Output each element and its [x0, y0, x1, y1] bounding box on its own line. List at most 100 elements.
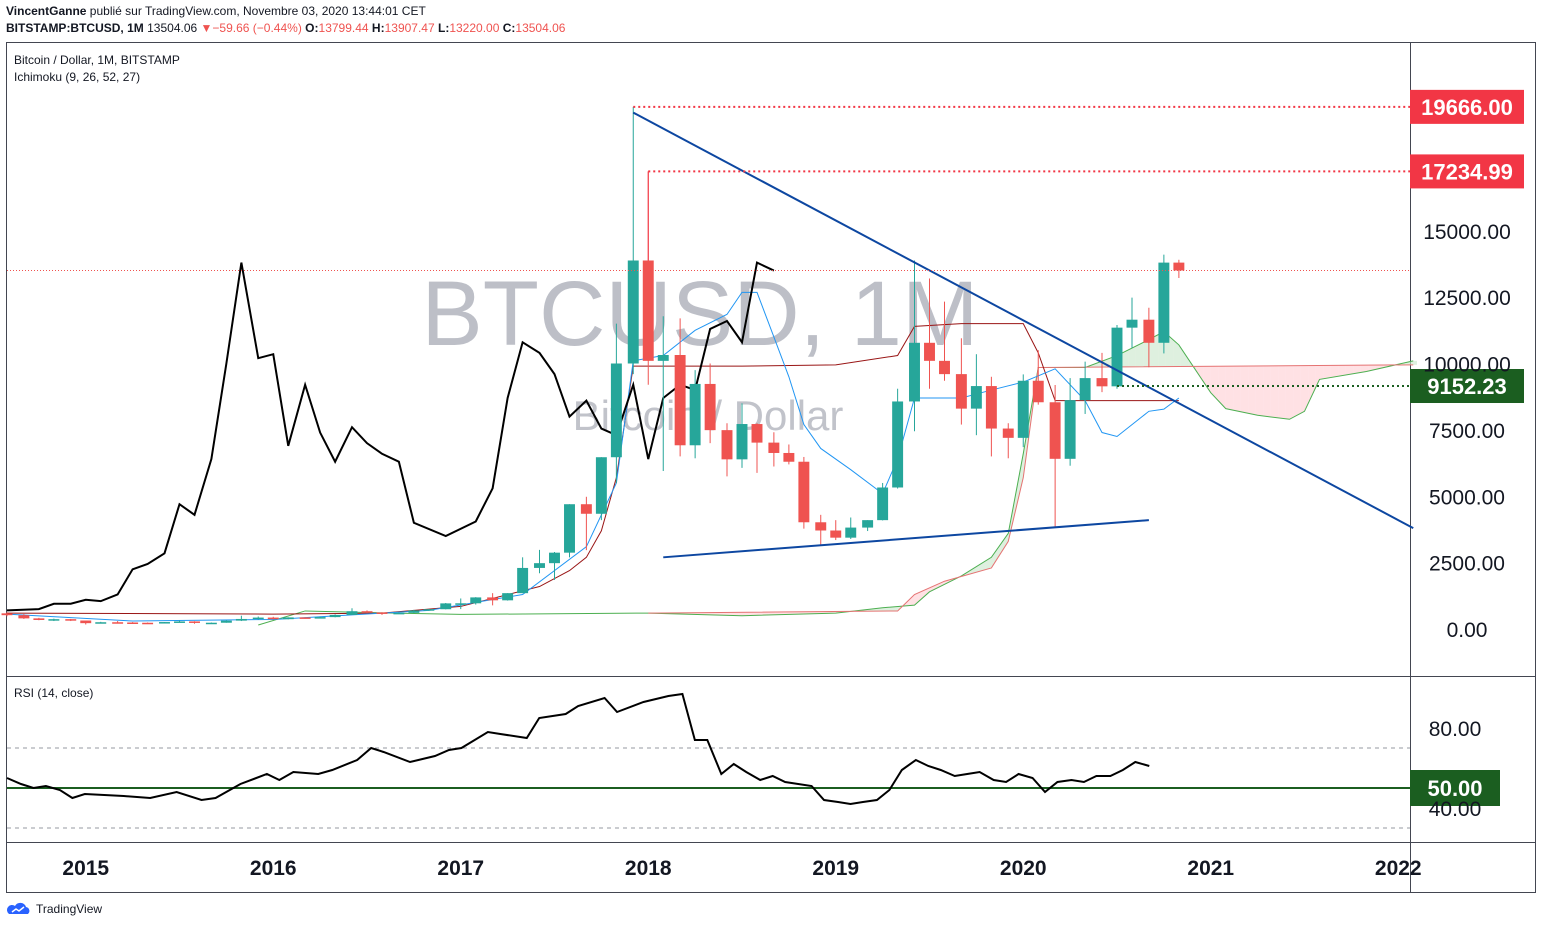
candle-body [610, 363, 622, 458]
kumo-fill [892, 606, 896, 611]
kumo-fill [712, 612, 716, 615]
candle-body [282, 617, 294, 620]
candle-body [48, 619, 60, 621]
high-label: H: [371, 21, 385, 35]
candle-body [1126, 319, 1138, 328]
kumo-fill [1293, 365, 1297, 418]
time-axis-tick: 2018 [625, 857, 672, 880]
candle-body [33, 618, 45, 620]
candle-body [751, 424, 763, 443]
kumo-fill [1218, 366, 1222, 405]
candle-body [423, 609, 435, 611]
price-label-box [1410, 154, 1524, 189]
ohlc-header: BITSTAMP:BTCUSD, 1M 13504.06 ▼−59.66 (−0… [6, 21, 565, 35]
rsi-title[interactable]: RSI (14, close) [14, 686, 93, 700]
indicator-title[interactable]: Ichimoku (9, 26, 52, 27) [14, 70, 140, 84]
tradingview-brand[interactable]: TradingView [36, 902, 103, 916]
candle-body [127, 622, 139, 624]
kumo-fill [753, 612, 757, 616]
kumo-fill [1342, 365, 1346, 376]
kumo-fill [1173, 339, 1177, 367]
kumo-fill [1327, 365, 1331, 379]
kumo-fill [1349, 365, 1354, 375]
open-label: O: [305, 21, 319, 35]
candle-body [970, 386, 982, 409]
kumo-fill [1319, 365, 1324, 380]
candle-body [534, 563, 545, 568]
candle-body [80, 620, 92, 624]
candle-body [252, 617, 264, 620]
candle-body [1064, 400, 1076, 459]
kumo-fill [997, 544, 1001, 560]
price-axis-tick: 12500.00 [1423, 287, 1511, 310]
time-axis-tick: 2019 [812, 857, 859, 880]
candle-body [736, 424, 748, 460]
kumo-fill [1267, 365, 1271, 417]
candle-body [1158, 262, 1170, 343]
publish-info: publié sur TradingView.com, Novembre 03,… [86, 4, 426, 18]
price-label-box [1410, 369, 1524, 404]
candle-body [299, 617, 311, 619]
time-axis-tick: 2020 [1000, 857, 1047, 880]
kumo-fill [1139, 342, 1144, 367]
chart-svg[interactable]: BTCUSD, 1M Bitcoin / Dollar 19666.001723… [0, 0, 1543, 900]
kumo-fill [742, 612, 746, 616]
kumo-fill [1413, 360, 1417, 365]
kumo-fill [1019, 453, 1024, 494]
lagging-line [6, 261, 775, 612]
kumo-fill [768, 612, 772, 615]
trendline-support [663, 519, 1149, 559]
candle-body [174, 621, 185, 623]
kumo-fill [1312, 365, 1316, 396]
kumo-fill [1357, 365, 1361, 374]
author-name[interactable]: VincentGanne [6, 4, 87, 18]
kumo-fill [884, 607, 889, 612]
candle-body [65, 619, 77, 621]
candle-body [627, 260, 639, 364]
kumo-fill [1004, 533, 1009, 548]
candle-body [1096, 378, 1108, 387]
kumo-fill [723, 612, 727, 616]
price-axis-tick: 10000.00 [1423, 354, 1511, 377]
kumo-fill [1353, 365, 1357, 374]
candle-body [1002, 428, 1014, 438]
kumo-fill [779, 611, 784, 615]
candle-body [830, 530, 842, 538]
candle-body [657, 355, 669, 361]
kumo-fill [1323, 365, 1327, 379]
candle-body [862, 520, 874, 528]
rsi-label-text: 50.00 [1427, 776, 1482, 801]
candle-body [517, 567, 529, 594]
kumo-fill [1000, 538, 1005, 554]
kumo-fill [982, 560, 986, 571]
kumo-fill [783, 611, 787, 615]
kumo-fill [1297, 365, 1301, 416]
candle-body [642, 260, 654, 361]
kumo-fill [794, 611, 799, 615]
kumo-fill [1278, 365, 1282, 419]
kumo-fill [760, 612, 765, 616]
kumo-fill [970, 567, 975, 574]
axes: 19666.00 17234.99 9152.23 0.00 2500.00 5000.0… [62, 89, 1524, 880]
kumo-fill [719, 612, 724, 616]
kumo-fill [1360, 365, 1365, 373]
candle-body [408, 610, 420, 613]
kumo-fill [745, 612, 750, 616]
high-value: 13907.47 [384, 21, 435, 35]
main-pane [1, 105, 1417, 626]
candle-body [159, 622, 170, 624]
time-axis-tick: 2016 [250, 857, 297, 880]
kumo-fill [772, 611, 776, 615]
candle-body [455, 603, 467, 605]
kumo-fill [1143, 340, 1147, 367]
kumo-fill [1177, 343, 1181, 367]
kumo-fill [1195, 366, 1200, 376]
candle-body [1032, 380, 1044, 403]
kumo-fill [1274, 365, 1279, 418]
candle-body [440, 603, 452, 610]
kumo-fill [1248, 365, 1252, 415]
candle-body [95, 622, 107, 624]
kumo-fill [888, 606, 892, 612]
kumo-fill [1169, 336, 1174, 367]
candle-body [892, 401, 904, 488]
